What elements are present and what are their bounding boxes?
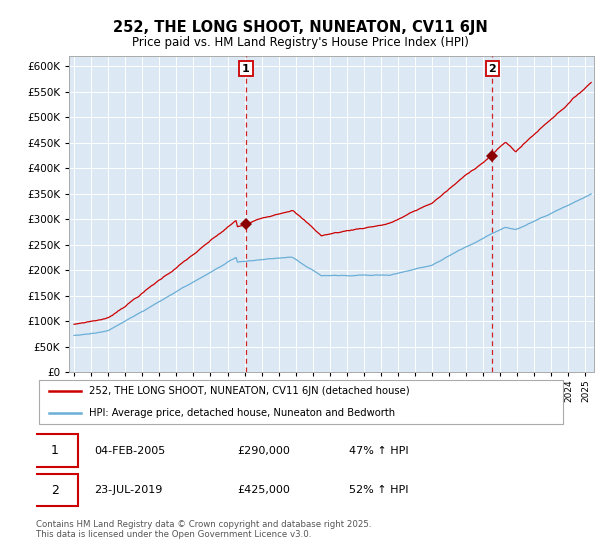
FancyBboxPatch shape — [31, 474, 79, 506]
Text: 04-FEB-2005: 04-FEB-2005 — [94, 446, 166, 456]
FancyBboxPatch shape — [38, 380, 563, 424]
Text: Price paid vs. HM Land Registry's House Price Index (HPI): Price paid vs. HM Land Registry's House … — [131, 36, 469, 49]
Text: £290,000: £290,000 — [238, 446, 290, 456]
Text: 252, THE LONG SHOOT, NUNEATON, CV11 6JN (detached house): 252, THE LONG SHOOT, NUNEATON, CV11 6JN … — [89, 386, 410, 396]
Text: 2: 2 — [50, 483, 59, 497]
Text: 1: 1 — [50, 444, 59, 458]
Text: 52% ↑ HPI: 52% ↑ HPI — [349, 485, 409, 495]
Text: 47% ↑ HPI: 47% ↑ HPI — [349, 446, 409, 456]
Text: 2: 2 — [488, 64, 496, 74]
Text: 23-JUL-2019: 23-JUL-2019 — [94, 485, 163, 495]
Text: Contains HM Land Registry data © Crown copyright and database right 2025.
This d: Contains HM Land Registry data © Crown c… — [36, 520, 371, 539]
FancyBboxPatch shape — [31, 435, 79, 467]
Text: HPI: Average price, detached house, Nuneaton and Bedworth: HPI: Average price, detached house, Nune… — [89, 408, 395, 418]
Text: £425,000: £425,000 — [238, 485, 290, 495]
Text: 252, THE LONG SHOOT, NUNEATON, CV11 6JN: 252, THE LONG SHOOT, NUNEATON, CV11 6JN — [113, 20, 487, 35]
Text: 1: 1 — [242, 64, 250, 74]
